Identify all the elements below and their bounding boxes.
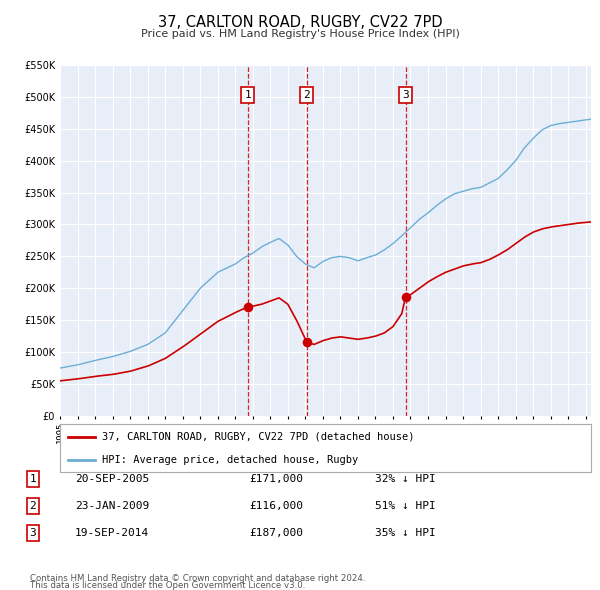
Text: 51% ↓ HPI: 51% ↓ HPI bbox=[375, 502, 436, 511]
Text: This data is licensed under the Open Government Licence v3.0.: This data is licensed under the Open Gov… bbox=[30, 581, 305, 590]
Text: Price paid vs. HM Land Registry's House Price Index (HPI): Price paid vs. HM Land Registry's House … bbox=[140, 30, 460, 39]
Text: 3: 3 bbox=[29, 529, 37, 538]
Text: £171,000: £171,000 bbox=[249, 474, 303, 484]
Text: 23-JAN-2009: 23-JAN-2009 bbox=[75, 502, 149, 511]
Text: 32% ↓ HPI: 32% ↓ HPI bbox=[375, 474, 436, 484]
Text: £187,000: £187,000 bbox=[249, 529, 303, 538]
Text: 2: 2 bbox=[303, 90, 310, 100]
Text: Contains HM Land Registry data © Crown copyright and database right 2024.: Contains HM Land Registry data © Crown c… bbox=[30, 573, 365, 583]
Text: 37, CARLTON ROAD, RUGBY, CV22 7PD: 37, CARLTON ROAD, RUGBY, CV22 7PD bbox=[158, 15, 442, 30]
Text: 35% ↓ HPI: 35% ↓ HPI bbox=[375, 529, 436, 538]
Text: 1: 1 bbox=[244, 90, 251, 100]
Point bbox=[302, 337, 311, 347]
Point bbox=[401, 292, 410, 301]
Text: 19-SEP-2014: 19-SEP-2014 bbox=[75, 529, 149, 538]
Point bbox=[243, 302, 253, 312]
Text: £116,000: £116,000 bbox=[249, 502, 303, 511]
Text: 3: 3 bbox=[402, 90, 409, 100]
Text: 20-SEP-2005: 20-SEP-2005 bbox=[75, 474, 149, 484]
Text: 37, CARLTON ROAD, RUGBY, CV22 7PD (detached house): 37, CARLTON ROAD, RUGBY, CV22 7PD (detac… bbox=[103, 432, 415, 442]
Text: HPI: Average price, detached house, Rugby: HPI: Average price, detached house, Rugb… bbox=[103, 455, 359, 465]
Text: 2: 2 bbox=[29, 502, 37, 511]
Text: 1: 1 bbox=[29, 474, 37, 484]
